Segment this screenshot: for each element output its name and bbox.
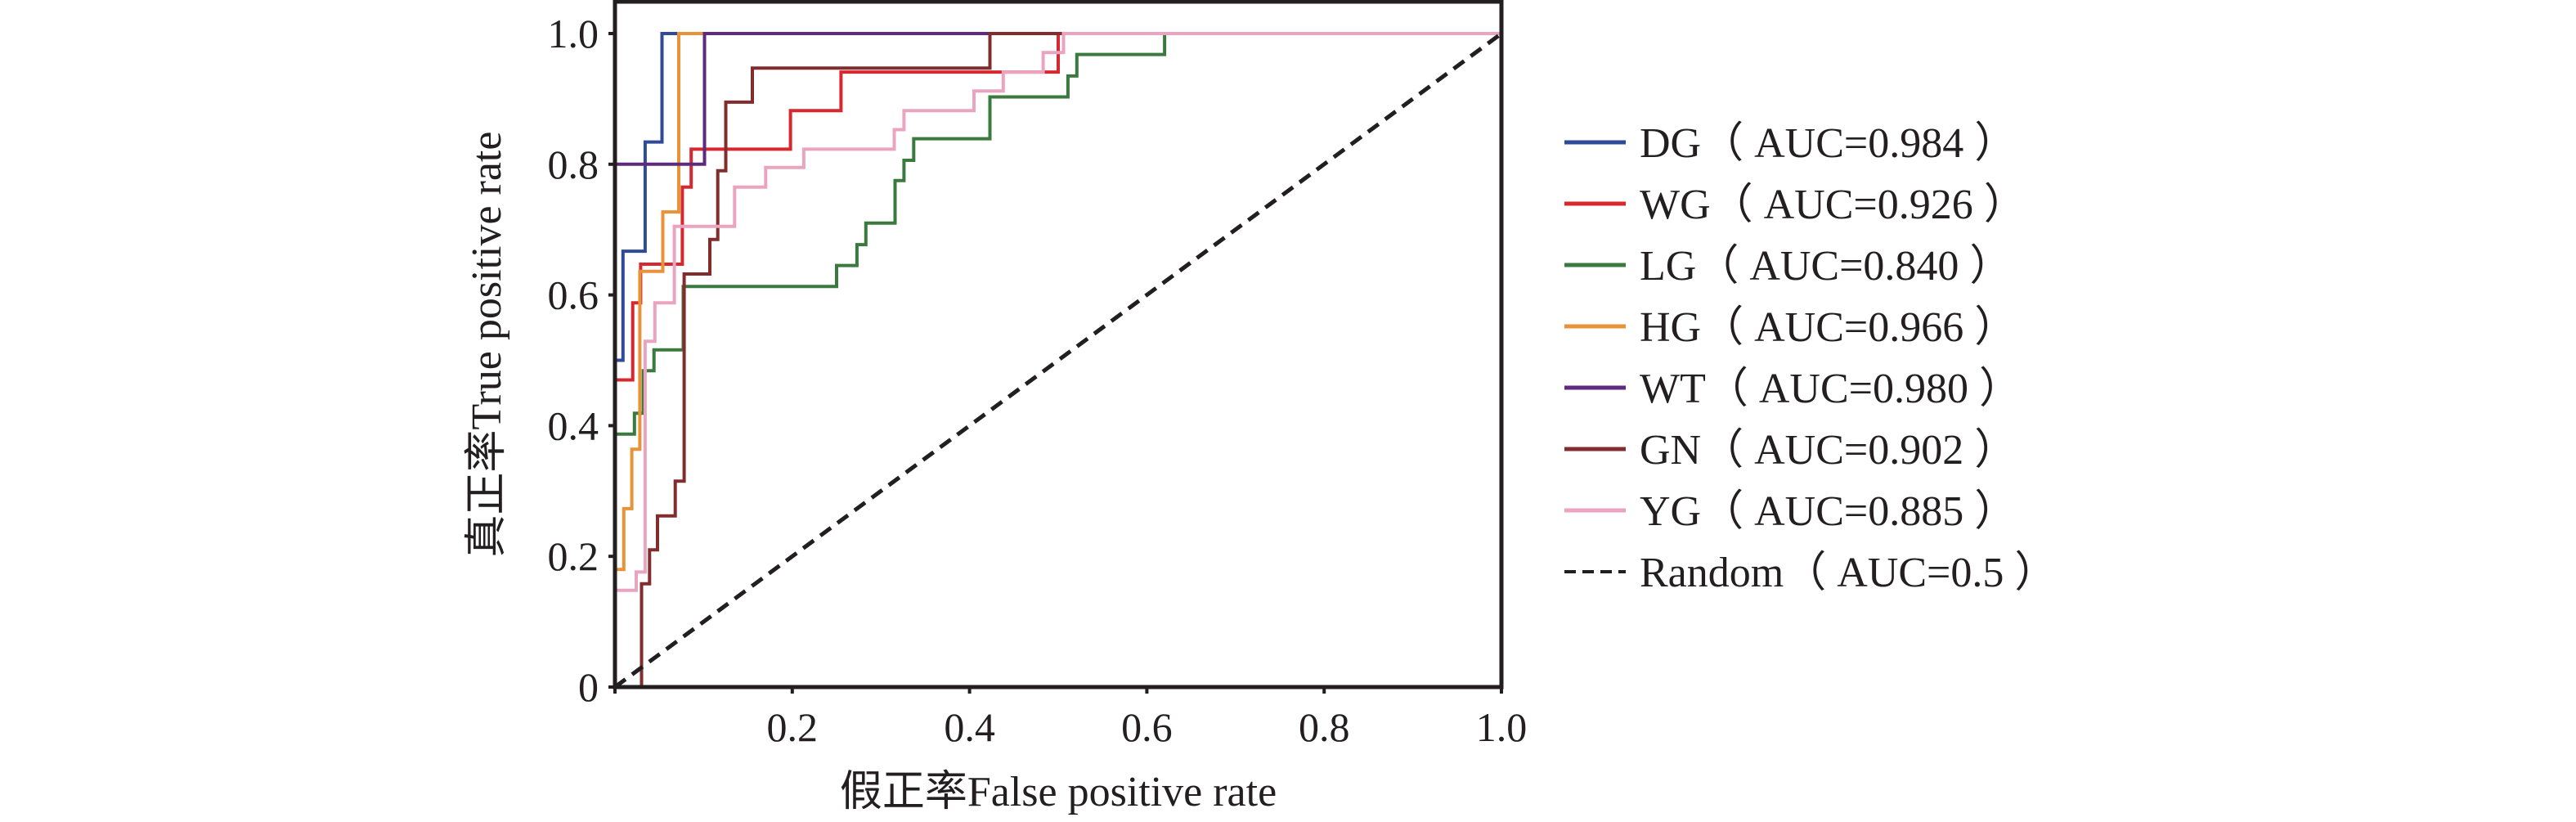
legend-label: YG（ AUC=0.885 ） [1640,488,2017,535]
x-tick-label: 0.4 [944,704,995,750]
plot-frame [613,0,1504,689]
legend-item-wt: WT（ AUC=0.980 ） [1564,366,2022,412]
legend-label: WG（ AUC=0.926 ） [1640,182,2026,228]
y-tick-label: 0 [578,664,599,710]
x-tick-label: 1.0 [1476,704,1528,750]
legend-label: LG（ AUC=0.840 ） [1640,243,2012,290]
legend-label: HG（ AUC=0.966 ） [1640,304,2017,351]
legend-item-lg: LG（ AUC=0.840 ） [1564,243,2012,290]
legend-item-hg: HG（ AUC=0.966 ） [1564,304,2017,351]
legend: DG（ AUC=0.984 ） WG（ AUC=0.926 ） LG（ AUC=0.… [1564,120,2057,596]
legend-item-gn: GN（ AUC=0.902 ） [1564,427,2017,474]
legend-label: GN（ AUC=0.902 ） [1640,427,2017,474]
y-tick-label: 0.4 [548,402,599,448]
legend-label: DG（ AUC=0.984 ） [1640,120,2017,167]
legend-item-random: Random（ AUC=0.5 ） [1564,550,2057,596]
ticks-layer: 0.2 0.4 0.6 0.8 1.0 0 0.2 0.4 0.6 0.8 1.0 [548,11,1528,750]
series-line-wg [615,32,1501,382]
y-axis-title: 真正率True positive rate [464,132,510,558]
legend-label: WT（ AUC=0.980 ） [1640,366,2022,412]
legend-label: Random（ AUC=0.5 ） [1640,550,2057,596]
series-line-dg [615,32,1501,362]
series-line-hg [615,32,1501,572]
y-tick-label: 0.2 [548,533,599,579]
legend-item-dg: DG（ AUC=0.984 ） [1564,120,2017,167]
y-tick-label: 0.8 [548,141,599,187]
x-tick-label: 0.6 [1121,704,1173,750]
series-line-gn [640,32,1501,687]
x-tick-label: 0.2 [767,704,819,750]
series-line-random [613,31,1503,689]
y-tick-label: 0.6 [548,272,599,318]
series-line-yg [615,32,1501,592]
legend-item-wg: WG（ AUC=0.926 ） [1564,182,2026,228]
series-layer [613,31,1503,689]
series-line-lg [615,32,1501,436]
x-axis-title: 假正率False positive rate [840,769,1277,815]
legend-item-yg: YG（ AUC=0.885 ） [1564,488,2017,535]
x-tick-label: 0.8 [1299,704,1350,750]
y-tick-label: 1.0 [548,11,599,56]
